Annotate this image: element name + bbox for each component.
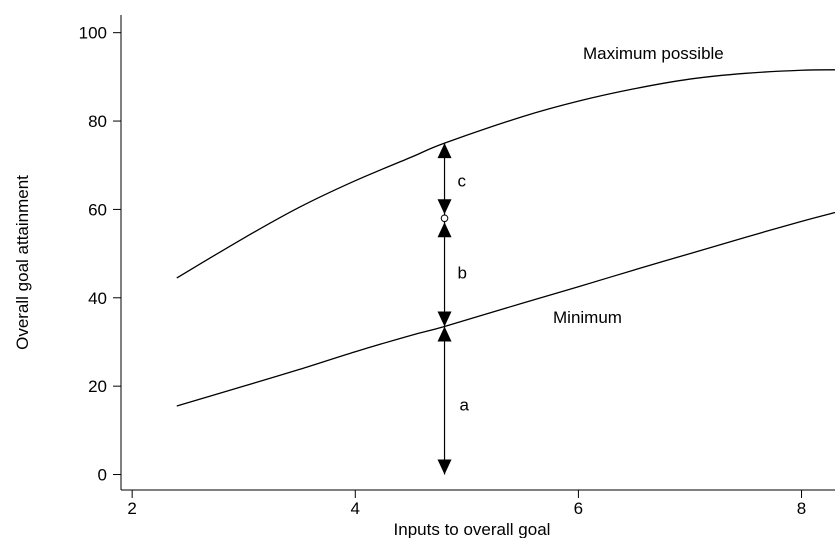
y-tick-label: 60 xyxy=(88,200,107,219)
ticks: 0 20 40 60 80 100 2 4 6 8 xyxy=(79,24,807,518)
segment-label-b: b xyxy=(458,263,467,282)
y-tick-label: 20 xyxy=(88,377,107,396)
series-label-maximum: Maximum possible xyxy=(583,44,724,63)
arrow-head-b-bottom xyxy=(437,311,452,327)
series-group xyxy=(176,69,836,407)
x-tick-label: 6 xyxy=(574,499,583,518)
labels: Inputs to overall goal Overall goal atta… xyxy=(13,44,724,538)
y-tick-label: 100 xyxy=(79,24,107,43)
annotation-arrows xyxy=(437,143,452,475)
y-tick-label: 0 xyxy=(98,466,107,485)
arrow-head-a-top xyxy=(437,326,452,342)
arrow-head-b-top xyxy=(437,222,452,238)
y-tick-label: 40 xyxy=(88,289,107,308)
y-axis-label: Overall goal attainment xyxy=(13,175,32,350)
midpoint-marker xyxy=(440,214,449,223)
arrow-head-a-bottom xyxy=(437,459,452,475)
arrow-head-c-bottom xyxy=(437,199,452,215)
series-label-minimum: Minimum xyxy=(553,308,622,327)
x-tick-label: 8 xyxy=(797,499,806,518)
x-tick-label: 2 xyxy=(127,499,136,518)
series-line-minimum xyxy=(176,211,836,407)
axes xyxy=(120,15,835,491)
arrow-head-c-top xyxy=(437,143,452,159)
x-axis-label: Inputs to overall goal xyxy=(394,520,551,538)
segment-label-a: a xyxy=(460,396,470,415)
series-line-maximum xyxy=(176,69,836,279)
x-tick-label: 4 xyxy=(351,499,360,518)
segment-label-c: c xyxy=(458,172,467,191)
y-tick-label: 80 xyxy=(88,112,107,131)
